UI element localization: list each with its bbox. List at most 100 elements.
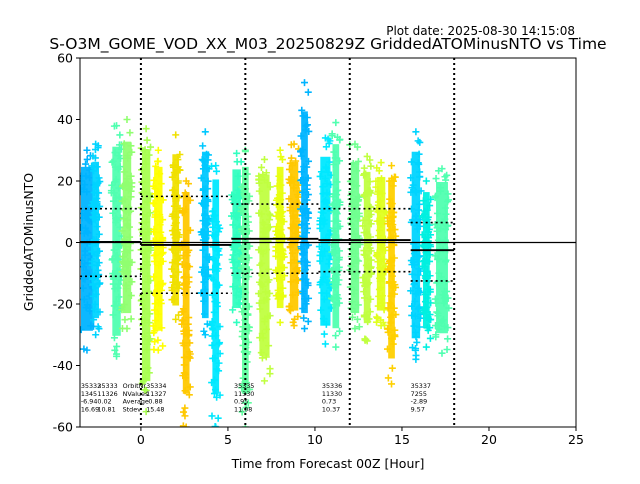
scatter-cluster-core-35332-0: [81, 166, 93, 331]
data-point: [444, 198, 452, 206]
data-point: [170, 169, 178, 177]
orbit-stat-value: 35334: [146, 382, 166, 390]
data-point: [123, 216, 131, 224]
data-point: [360, 311, 368, 319]
data-point: [418, 213, 426, 221]
data-point: [373, 206, 381, 214]
data-point: [273, 223, 281, 231]
orbit-stat-value: 9.57: [411, 405, 425, 413]
data-point: [412, 188, 420, 196]
data-point: [285, 165, 293, 173]
data-point: [118, 268, 126, 276]
data-point: [423, 267, 431, 275]
data-point: [384, 374, 392, 382]
data-point: [355, 212, 363, 220]
data-point: [386, 195, 394, 203]
data-point: [149, 237, 157, 245]
scatter-cluster-35332-1: [88, 140, 104, 339]
y-axis-label: GriddedATOMinusNTO: [21, 173, 36, 311]
data-point: [115, 293, 123, 301]
data-point: [444, 190, 452, 198]
data-point: [327, 294, 335, 302]
data-point: [109, 197, 117, 205]
data-point: [297, 205, 305, 213]
data-point: [83, 188, 91, 196]
data-point-extreme: [412, 128, 420, 136]
data-point: [416, 267, 424, 275]
data-point: [427, 231, 435, 239]
data-point: [152, 162, 160, 170]
data-point: [366, 244, 374, 252]
orbit-stat-label: Average: [123, 398, 149, 406]
data-point-extreme: [290, 322, 298, 330]
data-point: [157, 180, 165, 188]
data-point: [128, 278, 136, 286]
data-point: [168, 245, 176, 253]
data-point: [441, 238, 449, 246]
data-point: [407, 174, 415, 182]
data-point: [258, 210, 266, 218]
data-point: [303, 242, 311, 250]
data-point: [381, 246, 389, 254]
data-point: [149, 322, 157, 330]
data-point: [120, 181, 128, 189]
data-point: [301, 257, 309, 265]
data-point: [200, 278, 208, 286]
data-point: [437, 225, 445, 233]
data-point-extreme: [182, 423, 190, 427]
data-point: [332, 332, 340, 340]
data-point: [210, 390, 218, 398]
data-point: [351, 232, 359, 240]
data-point: [302, 300, 310, 308]
data-point: [323, 289, 331, 297]
data-point: [156, 170, 164, 178]
data-point: [373, 164, 381, 172]
orbit-stat-value: 11.08: [234, 405, 252, 413]
data-point: [83, 155, 91, 163]
data-point: [420, 243, 428, 251]
data-point: [128, 148, 136, 156]
data-point: [387, 300, 395, 308]
data-point: [293, 228, 301, 236]
data-point: [335, 266, 343, 274]
scatter-cluster-core-35335-2: [259, 174, 270, 356]
data-point: [96, 178, 104, 186]
data-point: [154, 336, 162, 344]
data-point: [209, 276, 217, 284]
data-point: [322, 164, 330, 172]
data-point: [373, 318, 381, 326]
data-point: [347, 252, 355, 260]
data-point: [359, 216, 367, 224]
data-point: [118, 182, 126, 190]
orbit-stat-value: 0.02: [97, 398, 111, 406]
data-point: [392, 232, 400, 240]
data-point: [214, 221, 222, 229]
data-point: [299, 178, 307, 186]
data-point: [414, 137, 422, 145]
data-point: [110, 246, 118, 254]
data-point: [179, 316, 187, 324]
data-point: [331, 227, 339, 235]
data-point: [123, 175, 131, 183]
data-point: [185, 391, 193, 399]
data-point: [212, 332, 220, 340]
data-point: [444, 335, 452, 343]
data-point: [300, 163, 308, 171]
data-point: [238, 283, 246, 291]
data-point: [138, 219, 146, 227]
data-point: [411, 328, 419, 336]
data-point: [182, 374, 190, 382]
data-point: [139, 376, 147, 384]
data-point-extreme: [172, 315, 180, 323]
data-point: [288, 249, 296, 257]
data-point: [416, 323, 424, 331]
data-point: [174, 179, 182, 187]
scatter-cluster-35335-4: [285, 140, 303, 330]
data-point: [127, 292, 135, 300]
data-point-extreme: [212, 423, 220, 427]
data-point: [304, 281, 312, 289]
data-point: [200, 297, 208, 305]
y-tick-label: 20: [57, 174, 73, 189]
data-point: [172, 207, 180, 215]
data-point: [92, 201, 100, 209]
